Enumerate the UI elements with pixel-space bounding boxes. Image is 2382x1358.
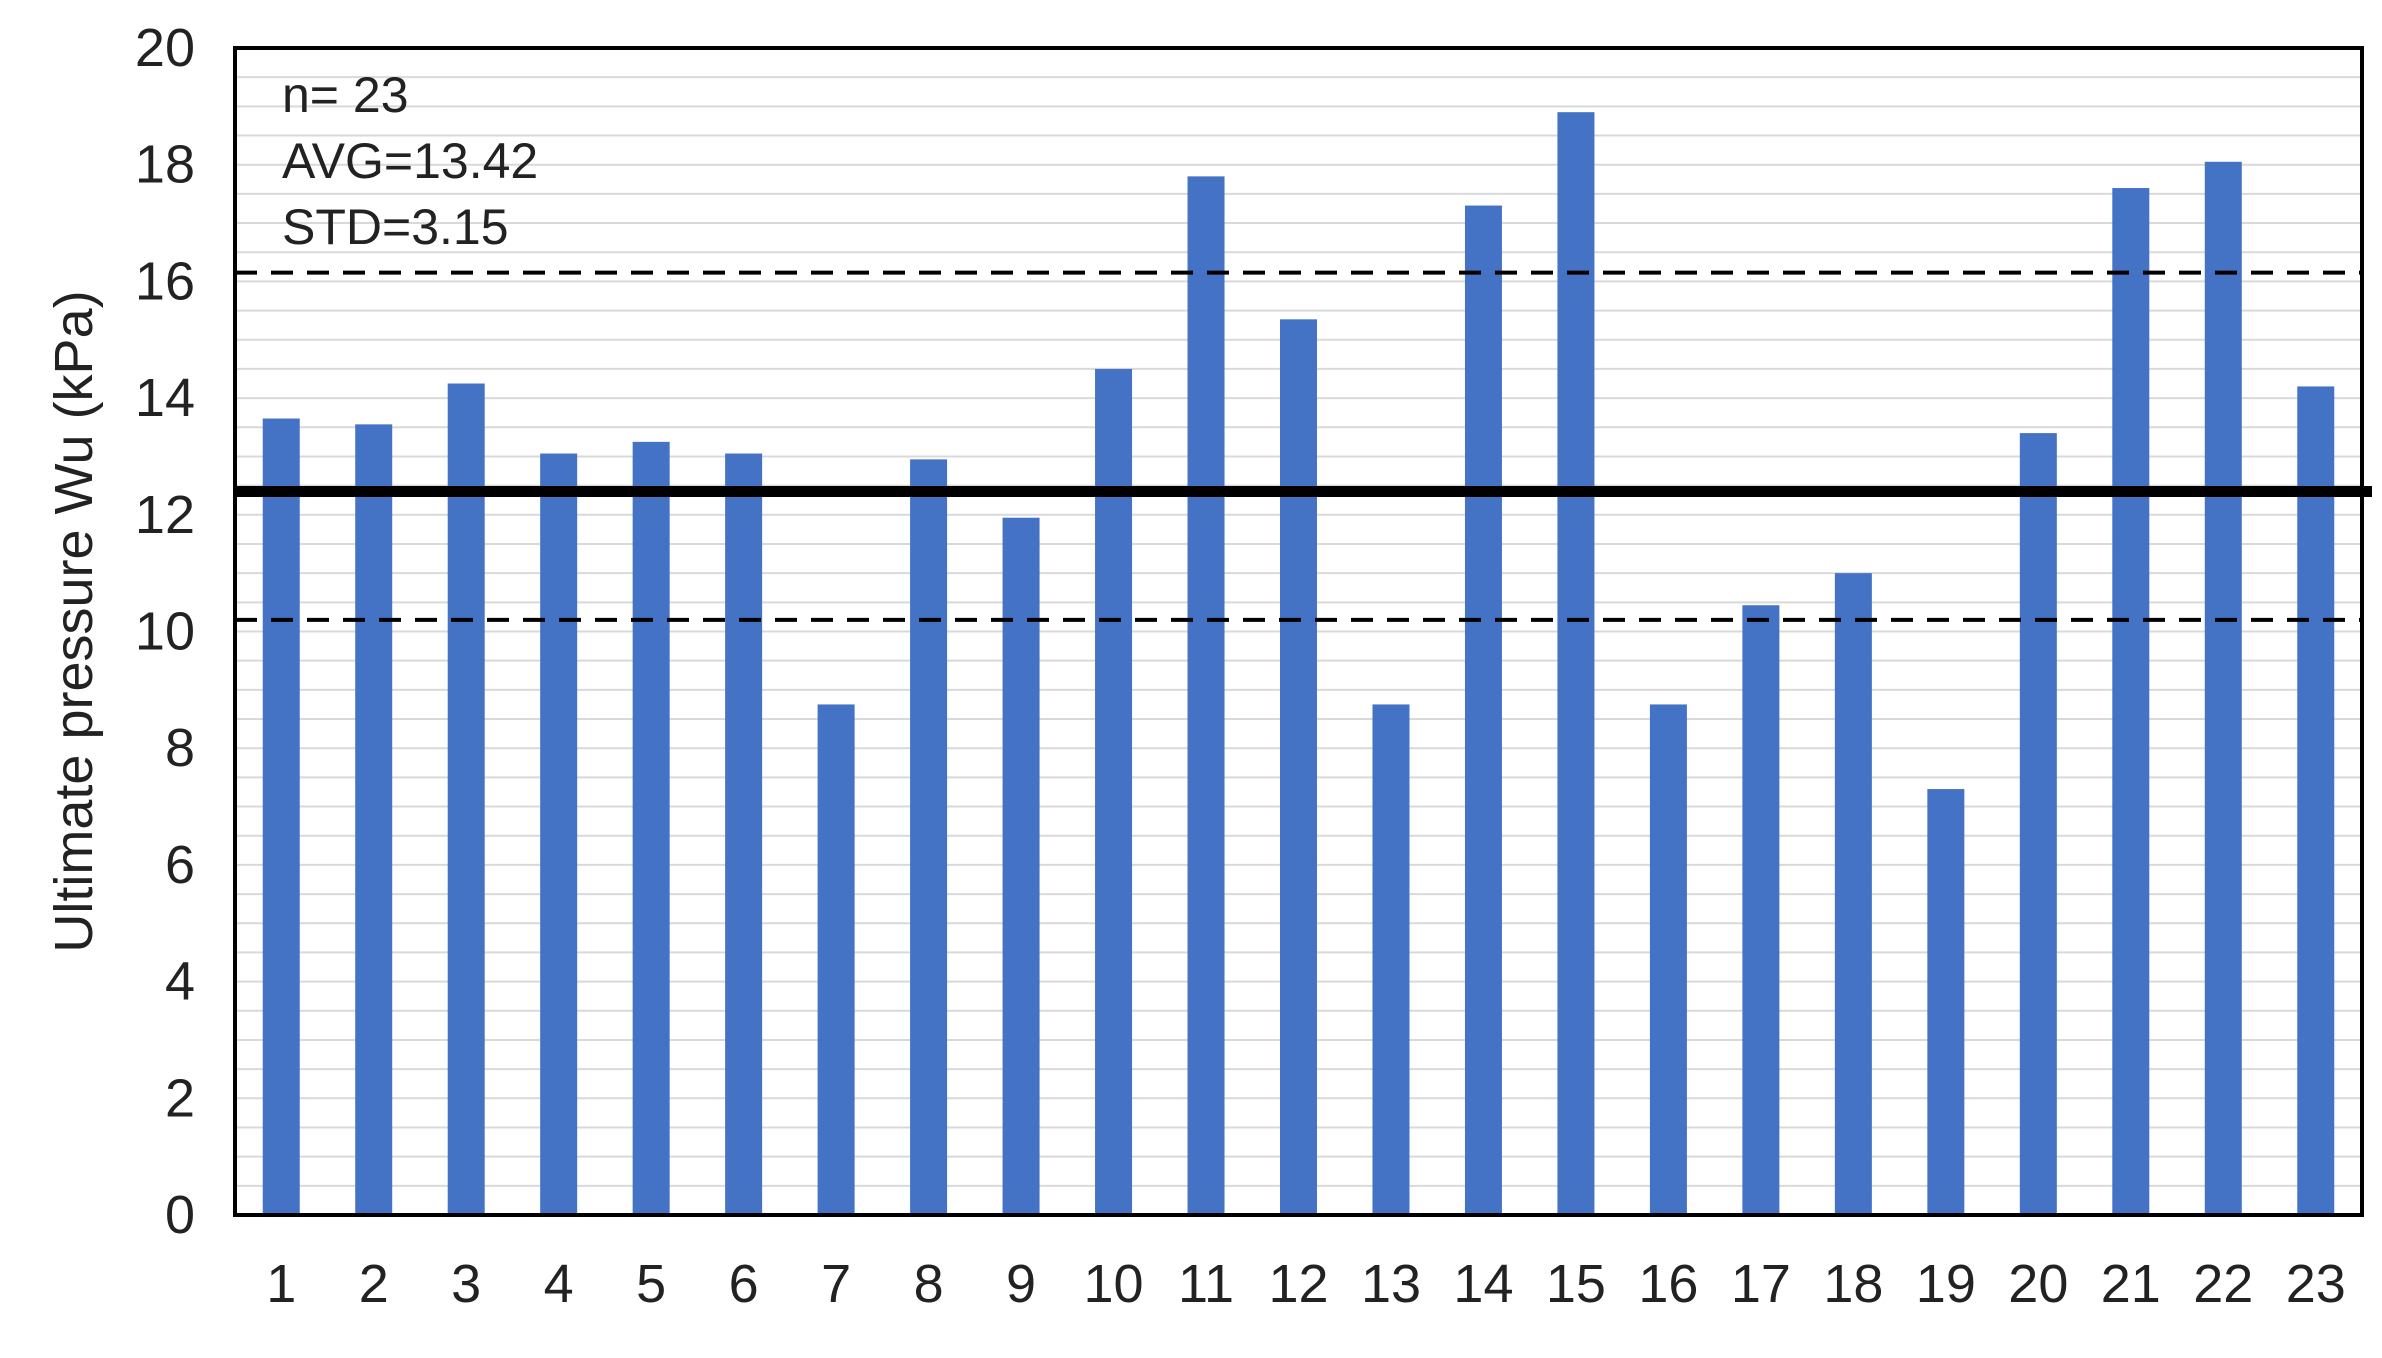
stat-n: n= 23 [282,67,409,123]
bar-6 [725,453,763,1216]
x-tick-label: 11 [1178,1254,1234,1314]
bar-12 [1280,319,1317,1215]
x-tick-label: 5 [636,1254,666,1314]
x-tick-label: 1 [266,1254,296,1314]
y-tick-label: 12 [135,485,195,545]
x-tick-label: 12 [1268,1254,1328,1314]
bar-2 [355,424,393,1215]
x-tick-label: 17 [1731,1254,1791,1314]
y-tick-label: 18 [135,135,195,195]
x-tick-label: 21 [2101,1254,2161,1314]
x-tick-label: 22 [2193,1254,2253,1314]
x-tick-label: 15 [1546,1254,1606,1314]
bar-14 [1464,205,1502,1216]
bar-10 [1095,368,1133,1215]
bar-8 [910,459,948,1215]
y-tick-label: 10 [135,602,195,662]
x-tick-label: 16 [1638,1254,1698,1314]
y-tick-label: 0 [165,1185,195,1245]
bar-3 [447,383,485,1215]
bar-20 [2019,433,2057,1215]
bar-11 [1187,176,1225,1215]
bar-7 [817,704,855,1215]
bar-15 [1557,112,1595,1215]
x-tick-label: 13 [1361,1254,1421,1314]
bar-22 [2204,161,2242,1216]
y-tick-label: 14 [135,368,195,428]
x-tick-label: 8 [914,1254,944,1314]
plot-frame [233,46,2364,1217]
reference-lines [233,270,2372,622]
bar-4 [540,453,578,1216]
x-tick-label: 14 [1453,1254,1513,1314]
y-tick-labels: 0 2 4 6 8 10 12 14 16 18 20 [135,18,195,1245]
x-tick-label: 10 [1084,1254,1144,1314]
bar-13 [1372,704,1410,1215]
x-tick-label: 2 [359,1254,389,1314]
y-tick-label: 2 [165,1068,195,1128]
stat-avg: AVG=13.42 [282,133,538,189]
x-tick-label: 19 [1916,1254,1976,1314]
x-tick-label: 3 [451,1254,481,1314]
stat-std: STD=3.15 [282,199,509,255]
stats-annotation: n= 23 AVG=13.42 STD=3.15 [282,67,538,255]
x-tick-label: 18 [1823,1254,1883,1314]
bar-17 [1742,605,1780,1215]
x-tick-label: 7 [821,1254,851,1314]
bar-5 [632,441,670,1215]
y-tick-label: 16 [135,251,195,311]
bar-1 [262,418,300,1216]
y-axis-title: Ultimate pressure Wu (kPa) [44,290,104,952]
x-tick-label: 9 [1006,1254,1036,1314]
bar-23 [2297,386,2335,1215]
x-tick-label: 23 [2286,1254,2346,1314]
x-tick-label: 20 [2008,1254,2068,1314]
bar-19 [1927,789,1965,1215]
bars [262,112,2335,1216]
y-tick-label: 20 [135,18,195,78]
x-tick-labels: 1 2 3 4 5 6 7 8 9 10 11 12 13 14 15 16 17 18 19 20 21 22 23 [266,1254,2346,1314]
bar-18 [1834,573,1872,1215]
y-tick-label: 8 [165,718,195,778]
bar-9 [1002,517,1040,1215]
x-tick-label: 6 [729,1254,759,1314]
y-tick-label: 6 [165,835,195,895]
x-tick-label: 4 [544,1254,574,1314]
bar-16 [1649,704,1687,1215]
y-tick-label: 4 [165,952,195,1012]
bar-21 [2112,188,2150,1215]
